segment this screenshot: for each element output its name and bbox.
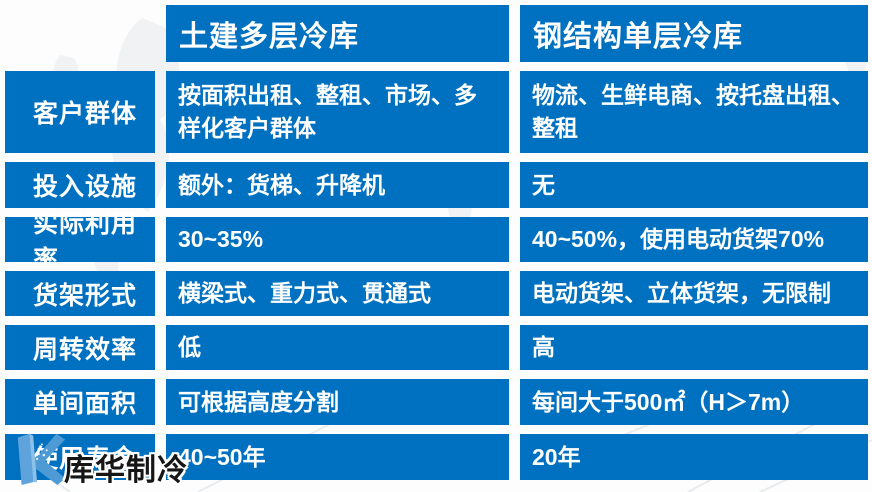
company-logo-text: 库华制冷 xyxy=(64,454,188,487)
cell-civil-turnover-efficiency: 低 xyxy=(166,325,509,370)
cell-civil-customer-groups: 按面积出租、整租、市场、多样化客户群体 xyxy=(166,71,509,153)
cell-civil-unit-area: 可根据高度分割 xyxy=(166,379,509,425)
row-label-unit-area: 单间面积 xyxy=(5,379,155,425)
cell-civil-utilization-rate: 30~35% xyxy=(166,217,509,262)
row-label-utilization-rate: 实际利用率 xyxy=(5,210,155,274)
row-label-invested-facilities: 投入设施 xyxy=(5,162,155,208)
row-label-turnover-efficiency: 周转效率 xyxy=(5,325,155,370)
cell-steel-service-life: 20年 xyxy=(520,434,868,480)
column-header-steel-label: 钢结构单层冷库 xyxy=(533,20,744,53)
cell-steel-utilization-rate: 40~50%，使用电动货架70% xyxy=(520,217,868,262)
kuhua-monogram-icon xyxy=(17,433,66,486)
company-logo: 库华制冷 xyxy=(10,428,188,489)
row-label-rack-type: 货架形式 xyxy=(5,271,155,316)
cell-steel-customer-groups: 物流、生鲜电商、按托盘出租、整租 xyxy=(520,71,868,153)
column-header-civil: 土建多层冷库 xyxy=(166,5,509,62)
cell-steel-unit-area: 每间大于500㎡（H＞7m） xyxy=(520,379,868,425)
header-empty-cell xyxy=(5,5,155,62)
column-header-civil-label: 土建多层冷库 xyxy=(179,20,360,53)
cell-steel-invested-facilities: 无 xyxy=(520,162,868,208)
comparison-table: 土建多层冷库 钢结构单层冷库 客户群体 按面积出租、整租、市场、多样化客户群体 … xyxy=(5,5,868,480)
cell-steel-rack-type: 电动货架、立体货架，无限制 xyxy=(520,271,868,316)
cell-civil-service-life: 40~50年 xyxy=(166,434,509,480)
row-label-customer-groups: 客户群体 xyxy=(5,71,155,153)
cell-civil-rack-type: 横梁式、重力式、贯通式 xyxy=(166,271,509,316)
cell-steel-turnover-efficiency: 高 xyxy=(520,325,868,370)
column-header-steel: 钢结构单层冷库 xyxy=(520,5,868,62)
cell-civil-invested-facilities: 额外：货梯、升降机 xyxy=(166,162,509,208)
